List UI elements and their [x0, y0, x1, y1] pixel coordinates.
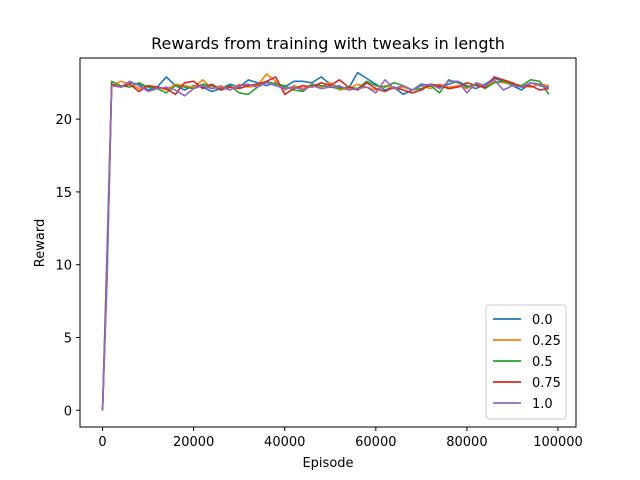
- x-tick-label-5: 100000: [533, 435, 583, 450]
- series-line-2: [101, 79, 550, 411]
- plot-frame: [79, 57, 577, 428]
- series-line-3: [101, 76, 550, 411]
- legend-frame: [485, 304, 567, 420]
- y-axis-label: Reward: [33, 219, 48, 267]
- x-tick-label-0: 0: [98, 435, 106, 450]
- x-tick-label-3: 60000: [355, 435, 396, 450]
- y-axis: 0 5 10 15 20: [55, 113, 80, 419]
- y-tick-label-0: 0: [64, 404, 72, 419]
- y-tick-label-4: 20: [55, 113, 72, 128]
- x-tick-label-1: 20000: [173, 435, 214, 450]
- y-tick-label-1: 5: [64, 331, 72, 346]
- x-tick-label-4: 80000: [446, 435, 487, 450]
- legend-label-1: 0.25: [532, 334, 561, 349]
- legend-label-3: 0.75: [532, 376, 561, 391]
- x-axis: 0 20000 40000 60000 80000 100000: [98, 427, 583, 450]
- legend-label-4: 1.0: [532, 397, 553, 412]
- x-tick-label-2: 40000: [264, 435, 305, 450]
- legend-label-0: 0.0: [532, 313, 553, 328]
- x-axis-label: Episode: [302, 456, 353, 471]
- y-tick-label-2: 10: [55, 259, 72, 274]
- y-tick-label-3: 15: [55, 186, 72, 201]
- series-layer: [101, 71, 550, 411]
- series-line-1: [101, 73, 550, 411]
- legend-label-2: 0.5: [532, 355, 553, 370]
- series-line-0: [101, 71, 550, 411]
- series-line-4: [101, 79, 550, 411]
- legend: 0.0 0.25 0.5 0.75 1.0: [485, 304, 567, 420]
- chart-title: Rewards from training with tweaks in len…: [151, 34, 505, 53]
